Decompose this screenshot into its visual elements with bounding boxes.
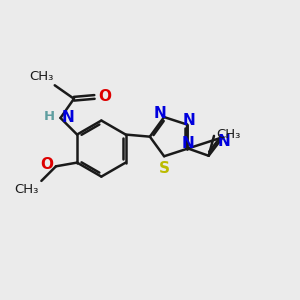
Text: N: N [218,134,231,149]
Text: CH₃: CH₃ [29,70,53,83]
Text: S: S [159,161,170,176]
Text: O: O [98,89,111,104]
Text: O: O [41,158,54,172]
Text: H: H [44,110,55,123]
Text: CH₃: CH₃ [14,183,38,196]
Text: N: N [62,110,75,124]
Text: N: N [183,113,196,128]
Text: N: N [153,106,166,121]
Text: N: N [182,136,194,151]
Text: CH₃: CH₃ [216,128,241,141]
